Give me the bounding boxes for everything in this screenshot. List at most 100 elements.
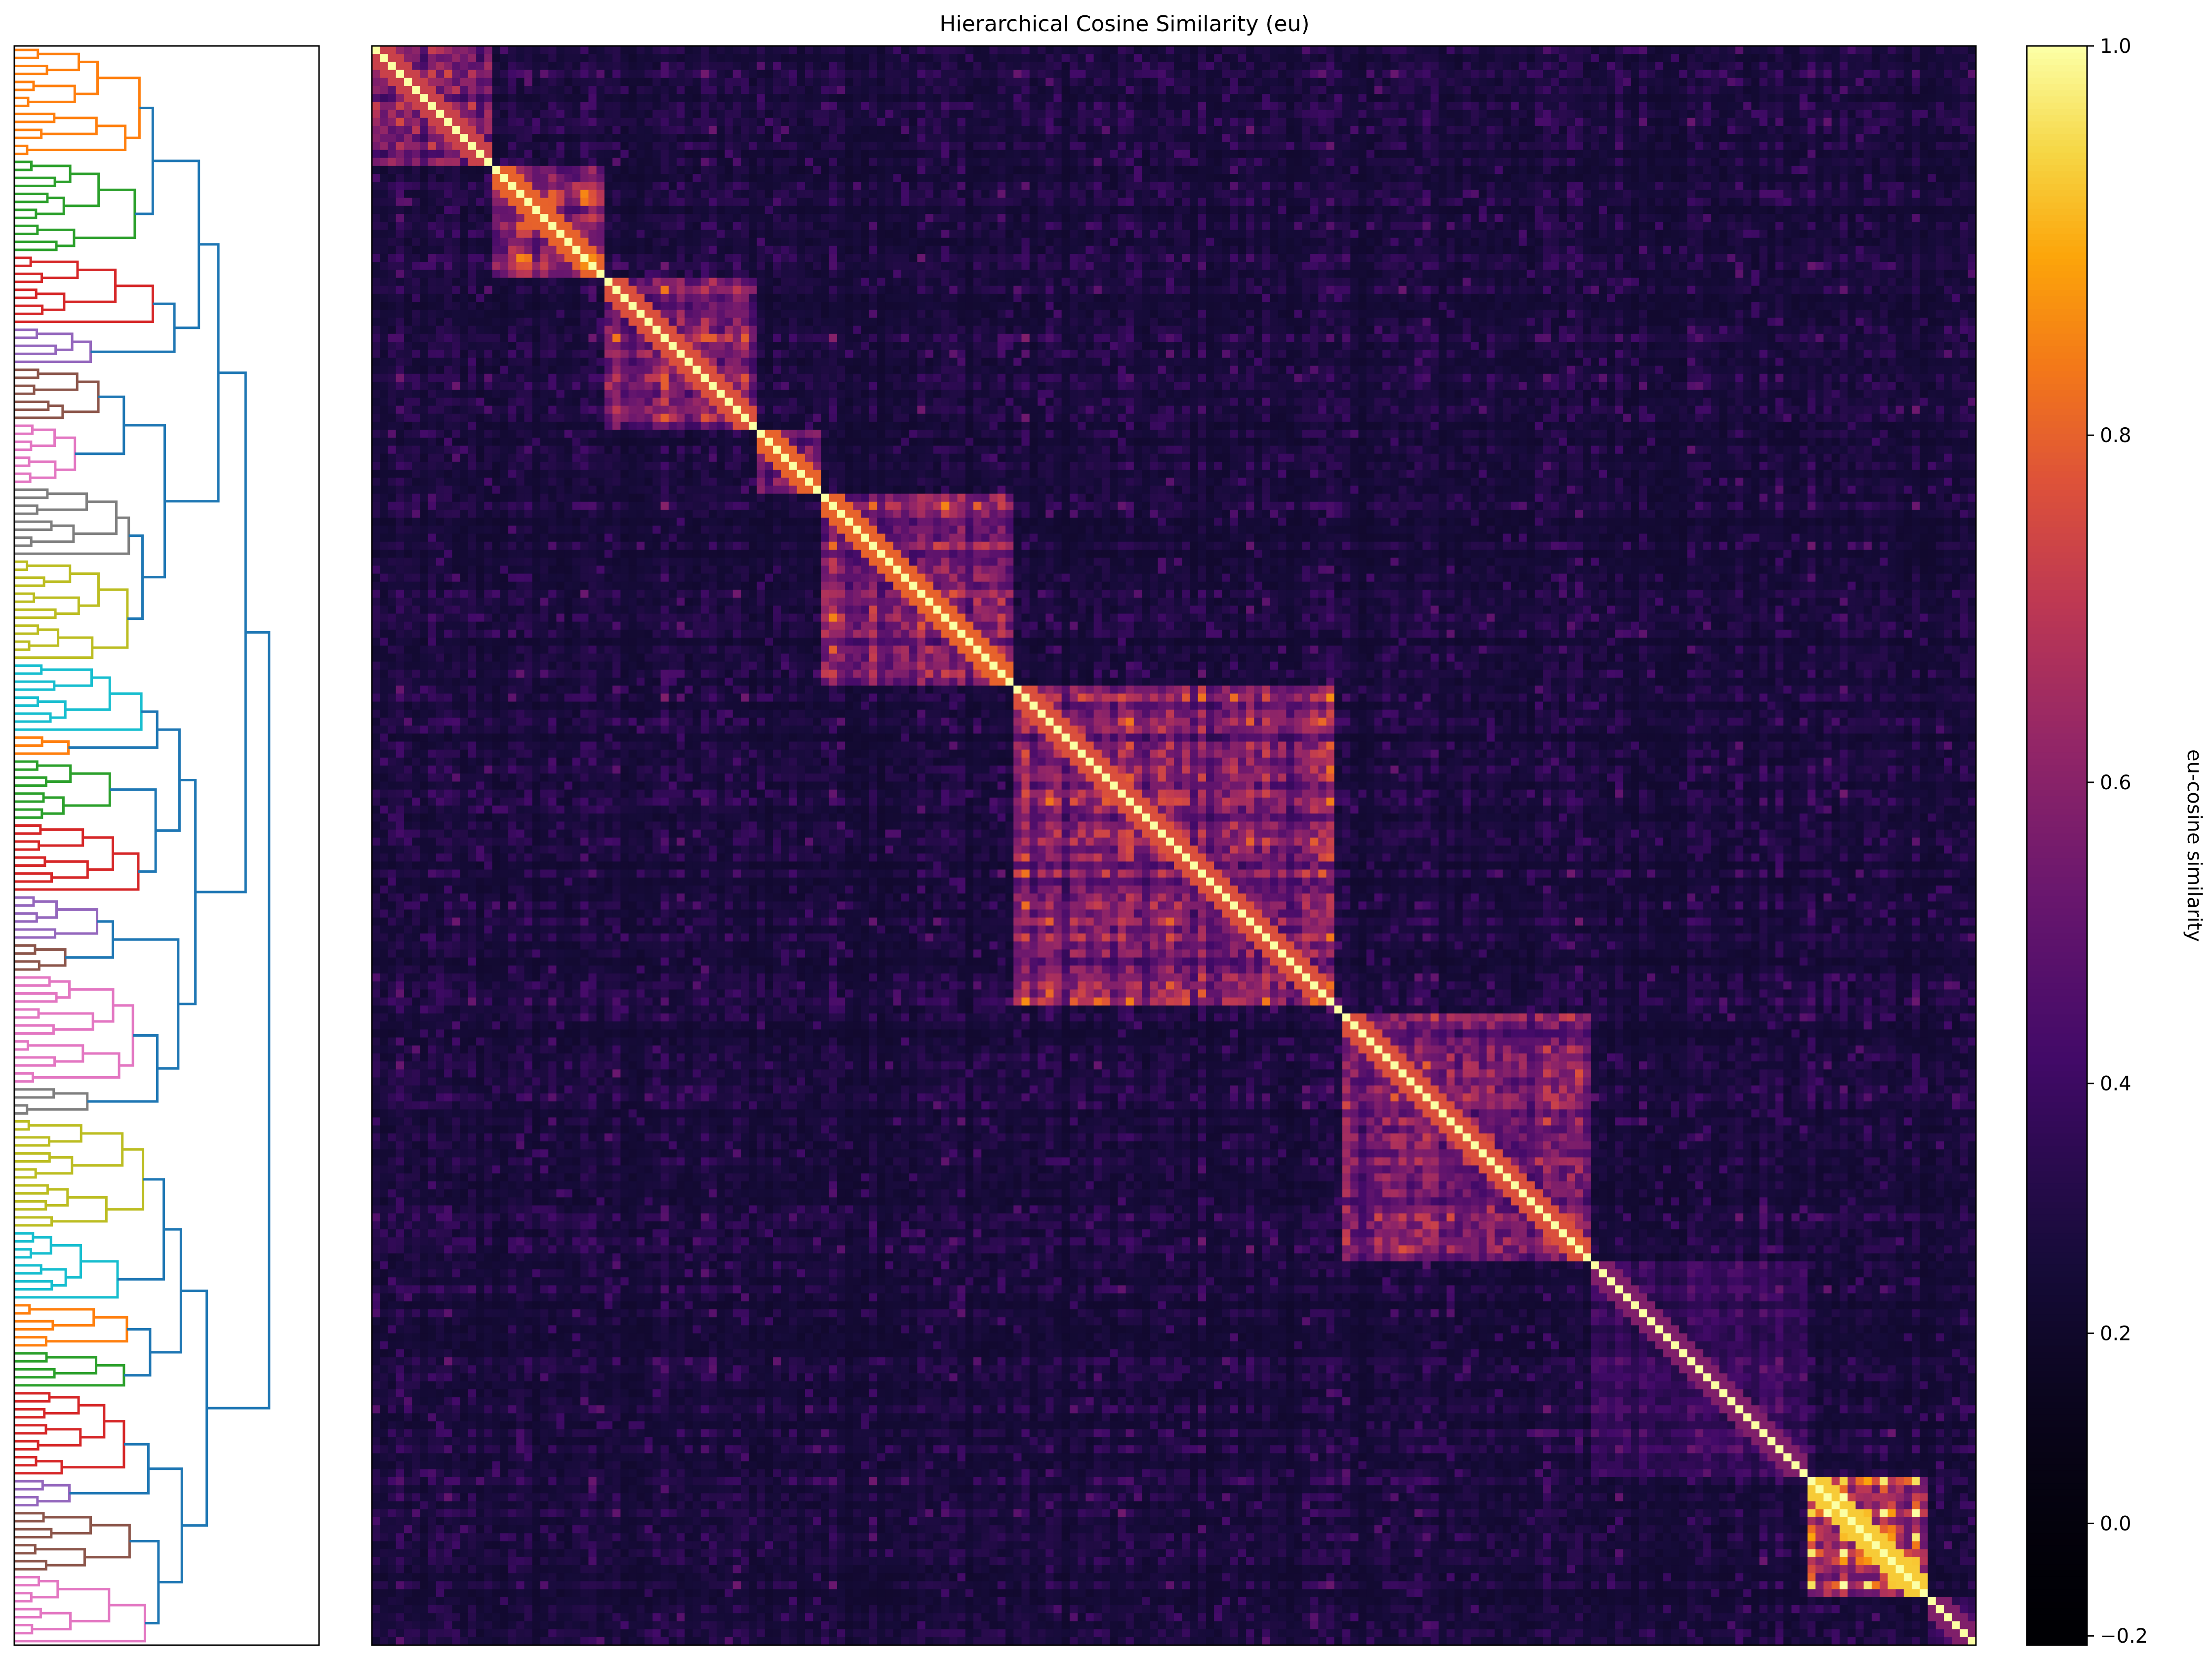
heatmap-cell (1615, 166, 1623, 174)
heatmap-cell (1775, 110, 1784, 119)
heatmap-cell (524, 102, 533, 110)
heatmap-cell (644, 46, 653, 54)
heatmap-cell (1559, 70, 1568, 79)
heatmap-cell (1840, 118, 1848, 126)
heatmap-cell (1527, 46, 1535, 54)
dendrogram-link (46, 1317, 127, 1341)
heatmap-cell (1920, 126, 1928, 134)
heatmap-cell (701, 158, 709, 166)
heatmap-cell (1864, 150, 1872, 158)
heatmap-cell (1615, 174, 1623, 182)
heatmap-cell (965, 62, 974, 70)
heatmap-cell (741, 150, 749, 158)
heatmap-cell (1543, 54, 1551, 62)
heatmap-cell (1607, 134, 1615, 142)
heatmap-cell (1848, 110, 1856, 119)
heatmap-cell (1367, 62, 1375, 70)
heatmap-cell (901, 78, 910, 86)
heatmap-cell (765, 166, 773, 174)
heatmap-cell (1374, 78, 1383, 86)
heatmap-cell (1783, 150, 1792, 158)
heatmap-cell (1623, 142, 1631, 150)
heatmap-cell (1904, 166, 1912, 174)
heatmap-cell (540, 126, 549, 134)
heatmap-cell (1447, 126, 1455, 134)
heatmap-cell (1134, 78, 1142, 86)
heatmap-cell (1960, 134, 1969, 142)
heatmap-cell (597, 166, 605, 174)
heatmap-cell (757, 46, 765, 54)
heatmap-cell (1968, 78, 1976, 86)
heatmap-cell (933, 46, 942, 54)
heatmap-cell (941, 150, 950, 158)
heatmap-cell (861, 70, 870, 79)
heatmap-cell (1800, 102, 1808, 110)
heatmap-cell (989, 70, 998, 79)
heatmap-cell (452, 70, 460, 79)
heatmap-cell (1270, 62, 1279, 70)
heatmap-cell (1703, 174, 1712, 182)
heatmap-cell (1655, 166, 1663, 174)
heatmap-cell (412, 182, 420, 190)
heatmap-cell (1551, 70, 1559, 79)
heatmap-cell (741, 78, 749, 86)
heatmap-cell (557, 190, 565, 198)
heatmap-cell (1342, 182, 1351, 190)
heatmap-cell (1511, 54, 1519, 62)
heatmap-cell (380, 86, 388, 94)
heatmap-cell (516, 166, 524, 174)
heatmap-cell (1743, 78, 1752, 86)
heatmap-cell (1728, 94, 1736, 102)
heatmap-cell (757, 110, 765, 119)
heatmap-cell (1190, 190, 1198, 198)
heatmap-cell (1222, 150, 1230, 158)
heatmap-cell (1719, 86, 1728, 94)
heatmap-cell (1070, 166, 1078, 174)
heatmap-cell (1327, 142, 1335, 150)
heatmap-cell (1679, 158, 1688, 166)
heatmap-cell (1182, 118, 1190, 126)
heatmap-cell (548, 54, 557, 62)
heatmap-cell (1695, 118, 1704, 126)
heatmap-cell (733, 86, 741, 94)
heatmap-cell (1647, 78, 1655, 86)
heatmap-cell (701, 70, 709, 79)
heatmap-cell (452, 94, 460, 102)
heatmap-cell (1832, 182, 1840, 190)
heatmap-cell (1615, 110, 1623, 119)
dendrogram-link (58, 1589, 109, 1621)
heatmap-cell (580, 134, 589, 142)
heatmap-cell (1222, 94, 1230, 102)
heatmap-cell (452, 166, 460, 174)
heatmap-cell (877, 174, 885, 182)
heatmap-cell (1703, 102, 1712, 110)
dendrogram-link (14, 1481, 42, 1489)
heatmap-cell (885, 102, 893, 110)
heatmap-cell (1238, 110, 1247, 119)
heatmap-cell (540, 150, 549, 158)
heatmap-cell (597, 78, 605, 86)
heatmap-cell (693, 62, 701, 70)
heatmap-cell (1952, 134, 1960, 142)
heatmap-cell (1382, 142, 1391, 150)
heatmap-cell (1840, 110, 1848, 119)
heatmap-cell (1318, 78, 1327, 86)
heatmap-cell (1350, 110, 1359, 119)
heatmap-cell (1527, 94, 1535, 102)
heatmap-cell (1278, 86, 1287, 94)
heatmap-cell (1021, 94, 1030, 102)
heatmap-cell (644, 102, 653, 110)
heatmap-cell (1230, 46, 1239, 54)
heatmap-cell (998, 182, 1006, 190)
heatmap-cell (476, 54, 484, 62)
heatmap-cell (612, 134, 621, 142)
heatmap-cell (1062, 134, 1070, 142)
heatmap-cell (1960, 150, 1969, 158)
heatmap-cell (620, 190, 629, 198)
heatmap-cell (989, 118, 998, 126)
heatmap-cell (444, 182, 452, 190)
heatmap-cell (765, 150, 773, 158)
heatmap-cell (1454, 70, 1463, 79)
heatmap-cell (853, 150, 861, 158)
heatmap-cell (917, 54, 925, 62)
